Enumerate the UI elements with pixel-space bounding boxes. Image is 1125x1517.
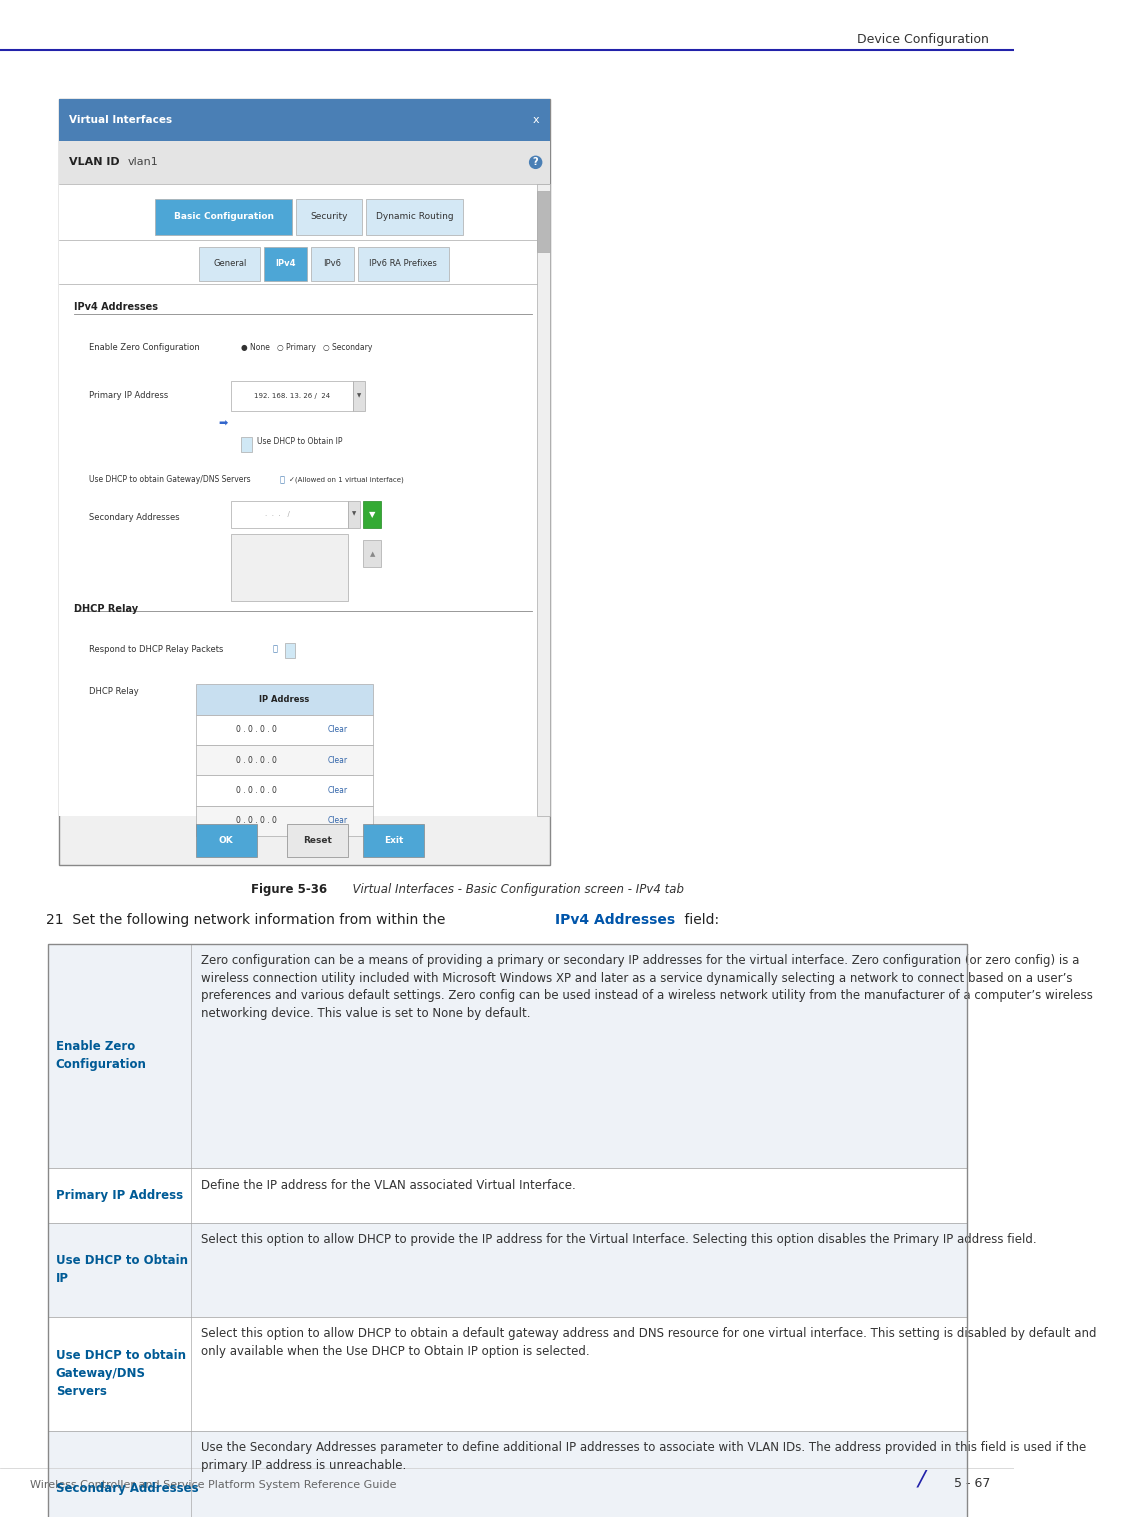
FancyBboxPatch shape	[348, 501, 360, 528]
Text: Exit: Exit	[384, 836, 403, 845]
Text: Use DHCP to obtain
Gateway/DNS
Servers: Use DHCP to obtain Gateway/DNS Servers	[56, 1349, 186, 1399]
FancyBboxPatch shape	[353, 381, 366, 411]
Text: Clear: Clear	[327, 725, 348, 734]
Text: ▲: ▲	[370, 551, 375, 557]
FancyBboxPatch shape	[196, 806, 374, 836]
FancyBboxPatch shape	[242, 437, 252, 452]
FancyBboxPatch shape	[285, 643, 295, 658]
FancyBboxPatch shape	[47, 1317, 966, 1431]
FancyBboxPatch shape	[363, 540, 381, 567]
Text: IPv4 Addresses: IPv4 Addresses	[555, 913, 675, 927]
Text: 5 - 67: 5 - 67	[954, 1476, 990, 1490]
Text: Secondary Addresses: Secondary Addresses	[89, 513, 180, 522]
FancyBboxPatch shape	[155, 199, 292, 235]
FancyBboxPatch shape	[287, 824, 348, 857]
Text: OK: OK	[219, 836, 234, 845]
Text: IPv4: IPv4	[276, 259, 296, 269]
Text: Dynamic Routing: Dynamic Routing	[376, 212, 453, 221]
Text: ▼: ▼	[357, 393, 361, 399]
Text: IPv6 RA Prefixes: IPv6 RA Prefixes	[369, 259, 438, 269]
Text: 21  Set the following network information from within the: 21 Set the following network information…	[46, 913, 449, 927]
Text: Enable Zero
Configuration: Enable Zero Configuration	[56, 1041, 146, 1071]
Text: 0 . 0 . 0 . 0: 0 . 0 . 0 . 0	[236, 816, 277, 825]
Text: Secondary Addresses: Secondary Addresses	[56, 1482, 198, 1494]
FancyBboxPatch shape	[196, 715, 374, 745]
Text: Zero configuration can be a means of providing a primary or secondary IP address: Zero configuration can be a means of pro…	[201, 954, 1092, 1019]
FancyBboxPatch shape	[199, 247, 260, 281]
Text: Clear: Clear	[327, 816, 348, 825]
Text: Reset: Reset	[303, 836, 332, 845]
FancyBboxPatch shape	[358, 247, 449, 281]
Text: Device Configuration: Device Configuration	[857, 33, 989, 47]
Text: 0 . 0 . 0 . 0: 0 . 0 . 0 . 0	[236, 725, 277, 734]
Text: General: General	[213, 259, 246, 269]
FancyBboxPatch shape	[296, 199, 362, 235]
FancyBboxPatch shape	[58, 184, 550, 816]
FancyBboxPatch shape	[47, 944, 966, 1168]
Text: 0 . 0 . 0 . 0: 0 . 0 . 0 . 0	[236, 755, 277, 765]
Text: DHCP Relay: DHCP Relay	[89, 687, 140, 696]
Text: Clear: Clear	[327, 755, 348, 765]
FancyBboxPatch shape	[363, 824, 424, 857]
Text: ▼: ▼	[369, 510, 376, 519]
FancyBboxPatch shape	[196, 684, 374, 715]
Text: ➡: ➡	[218, 419, 228, 428]
Text: /: /	[918, 1470, 926, 1490]
Text: Figure 5-36: Figure 5-36	[251, 883, 327, 897]
FancyBboxPatch shape	[367, 199, 462, 235]
Text: DHCP Relay: DHCP Relay	[74, 604, 138, 614]
Text: vlan1: vlan1	[128, 158, 159, 167]
Text: Respond to DHCP Relay Packets: Respond to DHCP Relay Packets	[89, 645, 224, 654]
Text: .  .  .   /: . . . /	[264, 511, 289, 517]
Text: IPv6: IPv6	[323, 259, 341, 269]
FancyBboxPatch shape	[232, 534, 348, 601]
FancyBboxPatch shape	[47, 1223, 966, 1317]
Text: Use DHCP to Obtain IP: Use DHCP to Obtain IP	[256, 437, 342, 446]
Text: ✓(Allowed on 1 virtual interface): ✓(Allowed on 1 virtual interface)	[289, 476, 404, 482]
Text: Virtual Interfaces: Virtual Interfaces	[69, 115, 172, 124]
FancyBboxPatch shape	[58, 141, 550, 184]
FancyBboxPatch shape	[196, 775, 374, 806]
FancyBboxPatch shape	[310, 247, 353, 281]
FancyBboxPatch shape	[196, 824, 256, 857]
FancyBboxPatch shape	[47, 1168, 966, 1223]
Text: Clear: Clear	[327, 786, 348, 795]
Text: 0 . 0 . 0 . 0: 0 . 0 . 0 . 0	[236, 786, 277, 795]
Text: Enable Zero Configuration: Enable Zero Configuration	[89, 343, 200, 352]
Text: x: x	[533, 115, 540, 124]
Text: Define the IP address for the VLAN associated Virtual Interface.: Define the IP address for the VLAN assoc…	[201, 1179, 576, 1192]
Text: Use the Secondary Addresses parameter to define additional IP addresses to assoc: Use the Secondary Addresses parameter to…	[201, 1441, 1086, 1471]
Text: ● None   ○ Primary   ○ Secondary: ● None ○ Primary ○ Secondary	[242, 343, 372, 352]
Text: IP Address: IP Address	[260, 695, 309, 704]
Text: ▼: ▼	[352, 511, 357, 517]
Text: Virtual Interfaces - Basic Configuration screen - IPv4 tab: Virtual Interfaces - Basic Configuration…	[345, 883, 684, 897]
Text: Basic Configuration: Basic Configuration	[173, 212, 273, 221]
FancyBboxPatch shape	[47, 1431, 966, 1517]
Text: Security: Security	[310, 212, 348, 221]
Text: Primary IP Address: Primary IP Address	[89, 391, 169, 400]
Text: ⓘ: ⓘ	[272, 645, 278, 654]
FancyBboxPatch shape	[58, 99, 550, 865]
Text: Use DHCP to obtain Gateway/DNS Servers: Use DHCP to obtain Gateway/DNS Servers	[89, 475, 251, 484]
FancyBboxPatch shape	[537, 184, 550, 816]
FancyBboxPatch shape	[232, 381, 353, 411]
Text: Use DHCP to Obtain
IP: Use DHCP to Obtain IP	[56, 1255, 188, 1285]
Text: IPv4 Addresses: IPv4 Addresses	[74, 302, 158, 313]
Text: 192. 168. 13. 26 /  24: 192. 168. 13. 26 / 24	[254, 393, 331, 399]
FancyBboxPatch shape	[232, 501, 348, 528]
Text: Primary IP Address: Primary IP Address	[56, 1189, 183, 1201]
FancyBboxPatch shape	[58, 99, 550, 141]
FancyBboxPatch shape	[264, 247, 307, 281]
Text: VLAN ID: VLAN ID	[69, 158, 119, 167]
Text: ?: ?	[533, 158, 539, 167]
Text: Select this option to allow DHCP to obtain a default gateway address and DNS res: Select this option to allow DHCP to obta…	[201, 1327, 1097, 1358]
FancyBboxPatch shape	[363, 501, 381, 528]
Text: Select this option to allow DHCP to provide the IP address for the Virtual Inter: Select this option to allow DHCP to prov…	[201, 1233, 1036, 1247]
FancyBboxPatch shape	[537, 191, 550, 252]
Text: Wireless Controller and Service Platform System Reference Guide: Wireless Controller and Service Platform…	[30, 1479, 397, 1490]
Text: field:: field:	[680, 913, 719, 927]
FancyBboxPatch shape	[196, 745, 374, 775]
Text: ⓘ: ⓘ	[279, 475, 285, 484]
